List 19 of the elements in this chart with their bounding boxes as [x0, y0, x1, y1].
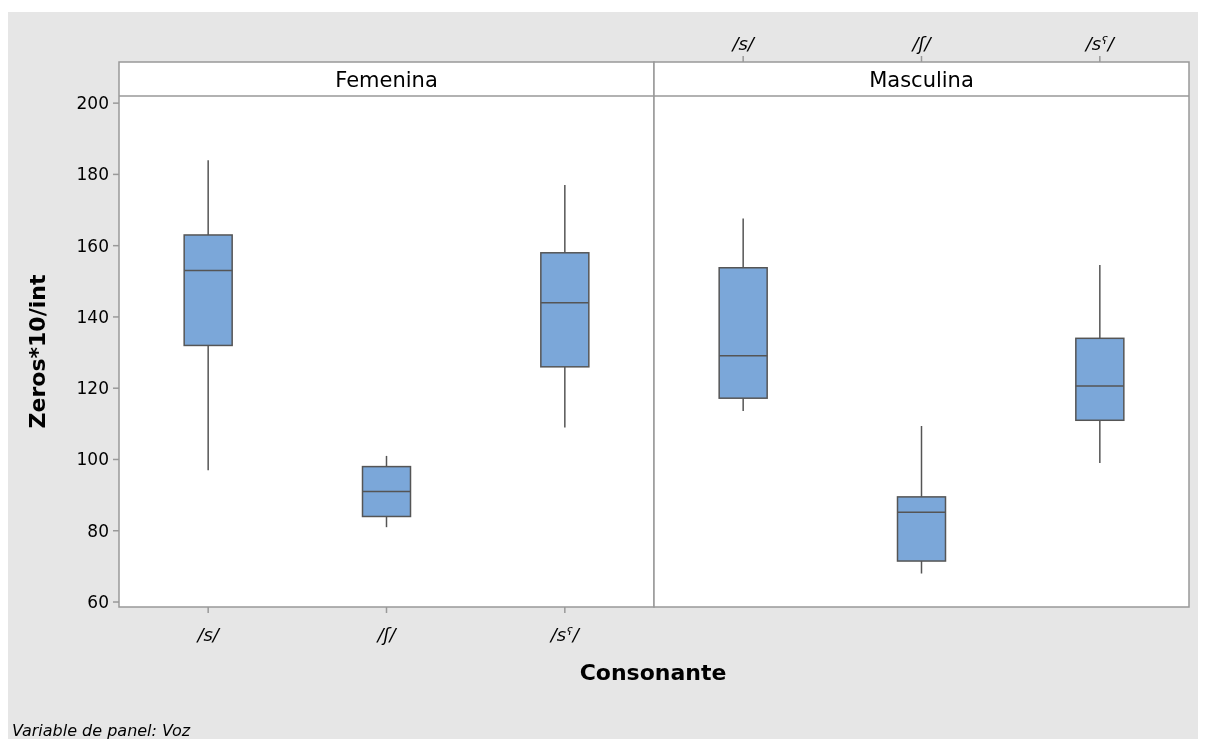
chart-title: Femenina	[335, 68, 438, 92]
text: Variable de panel: Voz	[12, 721, 191, 740]
x-axis-title: Consonante	[579, 660, 727, 685]
x-tick-label: /ʃ/	[910, 33, 933, 54]
y-tick-label: 80	[87, 520, 109, 541]
y-tick-label: 100	[76, 449, 109, 470]
y-tick-label: 180	[76, 164, 109, 185]
y-axis-title: Zeros*10/int	[25, 274, 50, 429]
y-tick-label: 200	[76, 93, 109, 114]
chart-title: Masculina	[869, 68, 974, 92]
x-tick-label: /ʃ/	[375, 624, 398, 645]
x-tick-label: /s/	[195, 624, 221, 645]
y-tick-label: 160	[76, 235, 109, 256]
x-tick-label: /sˤ/	[1083, 33, 1116, 54]
y-tick-label: 120	[76, 378, 109, 399]
y-tick-label: 60	[87, 592, 109, 613]
y-tick-label: 140	[76, 306, 109, 327]
x-tick-label: /s/	[730, 33, 756, 54]
x-tick-label: /sˤ/	[548, 624, 581, 645]
